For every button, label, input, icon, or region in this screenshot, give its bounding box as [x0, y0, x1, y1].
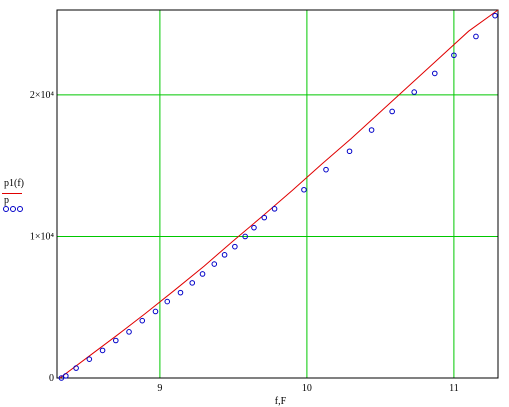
data-point: [368, 127, 375, 133]
data-point: [473, 33, 479, 40]
data-point: [389, 108, 395, 115]
data-point: [301, 186, 307, 193]
data-point: [73, 365, 79, 371]
data-point: [411, 89, 418, 95]
y-label-p1: p1(f): [4, 178, 24, 189]
data-point: [242, 233, 248, 240]
data-point: [211, 261, 218, 267]
data-point: [63, 373, 69, 379]
data-point: [271, 206, 278, 212]
x-tick-label: 9: [157, 383, 162, 394]
x-tick-label: 10: [302, 383, 312, 394]
data-point: [232, 243, 238, 250]
data-point: [152, 308, 159, 315]
data-point: [126, 329, 132, 335]
y-tick-label: 2×10⁴: [30, 90, 55, 101]
series-line-p1: [59, 9, 499, 379]
data-point: [323, 166, 329, 173]
data-point: [139, 317, 146, 324]
y-tick-label: 0: [49, 373, 54, 384]
plot-frame: [56, 9, 499, 379]
y-label-p: p: [4, 195, 9, 206]
data-point: [261, 214, 268, 221]
data-point: [177, 289, 184, 296]
data-point: [189, 280, 196, 286]
data-point: [346, 148, 353, 155]
x-axis-label: f,F: [275, 396, 287, 407]
data-point: [199, 271, 206, 277]
data-point: [99, 347, 106, 354]
grid-lines: [57, 10, 498, 378]
data-point: [431, 70, 438, 77]
legend-marker-swatch: [3, 206, 23, 212]
y-tick-label: 1×10⁴: [30, 231, 55, 242]
data-point: [164, 298, 171, 305]
series-markers-p: [58, 12, 498, 381]
x-tick-label: 11: [449, 383, 459, 394]
legend-circle: [10, 206, 16, 212]
legend-line-swatch: [2, 193, 22, 194]
data-point: [86, 356, 93, 362]
tick-labels: 9 10 11 0 1×10⁴ 2×10⁴: [30, 90, 459, 394]
legend-circle: [3, 206, 9, 212]
data-point: [221, 252, 228, 258]
data-point: [58, 375, 65, 381]
legend-circle: [17, 206, 23, 212]
data-point: [113, 337, 119, 344]
data-point: [492, 12, 498, 19]
data-point: [251, 224, 257, 231]
data-point: [451, 52, 457, 59]
